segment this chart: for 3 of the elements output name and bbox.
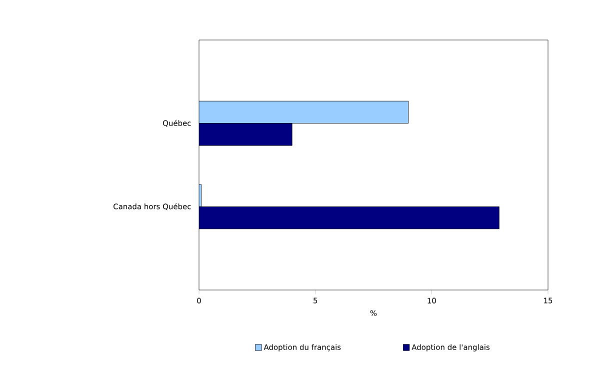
bar — [199, 206, 500, 230]
bar — [199, 123, 292, 146]
bar — [199, 100, 409, 124]
